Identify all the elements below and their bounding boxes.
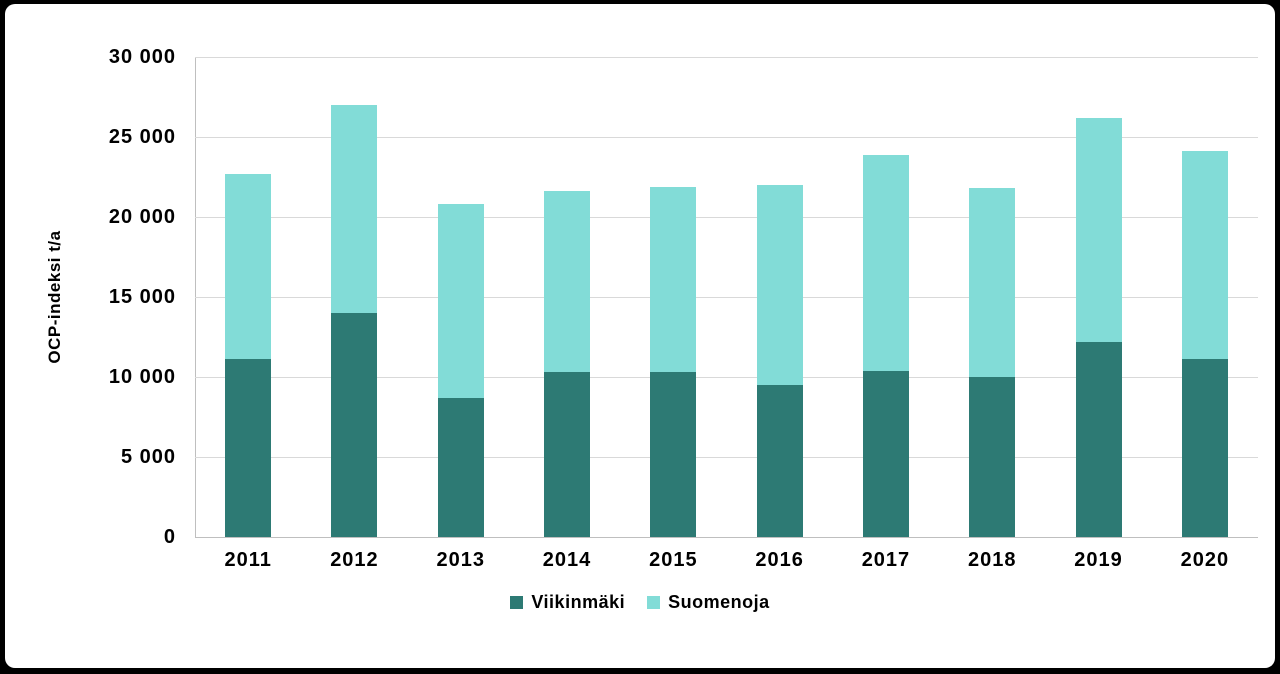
- bar-segment-suomenoja: [225, 173, 272, 360]
- bar-2018: [939, 57, 1045, 537]
- legend-label: Suomenoja: [668, 592, 770, 612]
- y-tick-label: 20 000: [108, 206, 176, 228]
- bar-segment-viikinmaki: [1181, 359, 1228, 537]
- x-tick-label: 2017: [861, 549, 911, 571]
- y-tick-label: 0: [163, 526, 176, 548]
- bar-2019: [1045, 57, 1151, 537]
- gridline: [195, 376, 1258, 378]
- bar-segment-viikinmaki: [1075, 341, 1122, 537]
- bar-segment-suomenoja: [1181, 151, 1228, 360]
- bar-segment-suomenoja: [544, 191, 591, 373]
- x-tick-label: 2012: [330, 549, 379, 571]
- bar-2014: [514, 57, 620, 537]
- bar-segment-suomenoja: [862, 154, 909, 371]
- y-tick-label: 30 000: [108, 46, 176, 68]
- legend-item-suomenoja: Suomenoja: [647, 592, 770, 613]
- gridline: [195, 456, 1258, 458]
- x-tick-label: 2020: [1180, 549, 1230, 571]
- legend-swatch-suomenoja: [647, 596, 661, 609]
- plot-area: [195, 56, 1258, 538]
- bar-2015: [620, 57, 726, 537]
- legend-swatch-viikinmaki: [510, 596, 524, 609]
- x-tick-label: 2015: [649, 549, 698, 571]
- bar-segment-viikinmaki: [437, 397, 484, 537]
- x-tick-label: 2016: [755, 549, 804, 571]
- bar-segment-viikinmaki: [969, 377, 1016, 537]
- y-tick-label: 5 000: [120, 446, 176, 468]
- bar-segment-viikinmaki: [862, 370, 909, 537]
- bar-segment-suomenoja: [331, 105, 378, 313]
- x-tick-label: 2011: [224, 549, 272, 571]
- x-axis-line: [195, 537, 1258, 538]
- bar-segment-suomenoja: [437, 204, 484, 398]
- legend-item-viikinmaki: Viikinmäki: [510, 592, 625, 613]
- bar-2013: [408, 57, 514, 537]
- y-tick-label: 10 000: [108, 366, 176, 388]
- y-tick-label: 15 000: [108, 286, 176, 308]
- bar-2020: [1152, 57, 1258, 537]
- bar-segment-suomenoja: [1075, 117, 1122, 342]
- bar-2011: [195, 57, 301, 537]
- bar-segment-suomenoja: [756, 185, 803, 385]
- bar-segment-suomenoja: [969, 188, 1016, 377]
- x-tick-label: 2018: [967, 549, 1017, 571]
- y-axis-line: [195, 57, 196, 538]
- bar-2012: [301, 57, 407, 537]
- bar-segment-suomenoja: [650, 186, 697, 373]
- bar-segment-viikinmaki: [331, 313, 378, 537]
- x-tick-label: 2013: [436, 549, 485, 571]
- gridline: [195, 296, 1258, 298]
- gridline: [195, 216, 1258, 218]
- y-tick-label: 25 000: [108, 126, 176, 148]
- legend: Viikinmäki Suomenoja: [5, 592, 1275, 613]
- legend-label: Viikinmäki: [531, 592, 626, 612]
- bar-segment-viikinmaki: [650, 372, 697, 537]
- x-tick-label: 2019: [1074, 549, 1123, 571]
- x-tick-label: 2014: [542, 549, 592, 571]
- bar-segment-viikinmaki: [225, 359, 272, 537]
- bar-segment-viikinmaki: [544, 372, 591, 537]
- bar-2017: [833, 57, 939, 537]
- bar-segment-viikinmaki: [756, 385, 803, 537]
- gridline: [195, 136, 1258, 138]
- gridline: [195, 56, 1258, 58]
- bar-2016: [727, 57, 833, 537]
